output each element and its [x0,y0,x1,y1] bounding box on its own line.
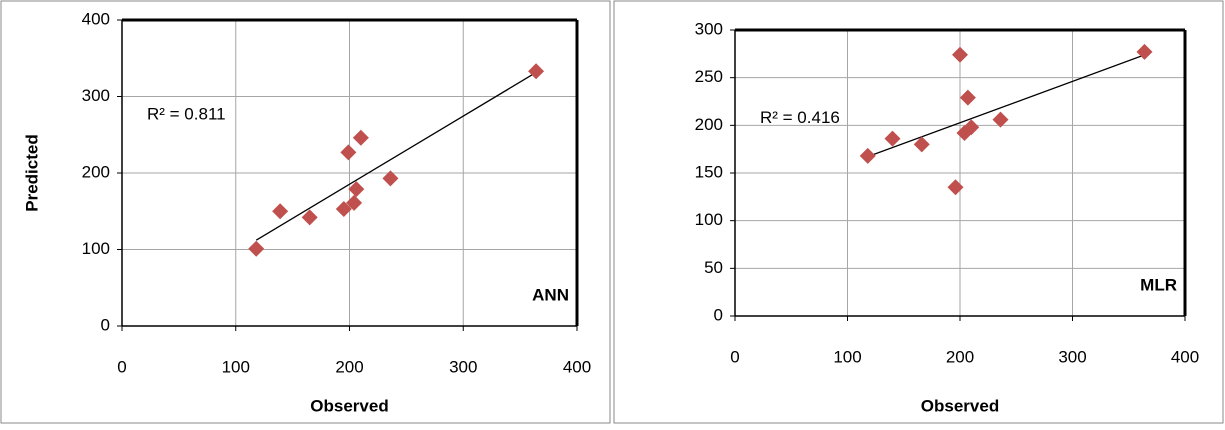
x-tick-label: 400 [1171,347,1199,366]
x-axis-title: Observed [921,396,999,415]
x-tick-label: 200 [335,357,363,376]
point [528,63,545,80]
y-tick-label: 200 [695,115,723,134]
point [272,203,289,220]
y-tick-label: 0 [714,305,723,324]
point [913,136,930,153]
y-tick-label: 250 [695,67,723,86]
y-axis-title: Predicted [22,134,41,211]
r-squared: R² = 0.416 [760,108,840,127]
point [382,170,399,187]
point [248,240,265,257]
point [952,46,968,63]
point [301,209,318,226]
x-tick-label: 300 [1058,347,1086,366]
panel-border [613,0,1224,424]
y-tick-label: 100 [82,239,110,258]
y-tick-label: 0 [101,315,110,334]
y-tick-label: 150 [695,162,723,181]
x-tick-label: 200 [946,347,974,366]
point [348,181,365,198]
point [346,194,363,211]
x-tick-label: 100 [833,347,861,366]
x-tick-label: 0 [117,357,126,376]
point [992,111,1009,128]
point [335,200,352,217]
x-tick-label: 0 [730,347,739,366]
trendline [255,71,537,241]
point [963,119,980,136]
point [340,144,357,161]
y-tick-label: 50 [704,258,723,277]
model-label: ANN [532,285,569,304]
y-tick-label: 300 [695,19,723,38]
point [947,179,964,196]
point [884,130,901,147]
point [859,147,876,164]
y-tick-label: 400 [82,9,110,28]
trendline [867,54,1145,158]
y-tick-label: 200 [82,162,110,181]
y-tick-label: 300 [82,86,110,105]
model-label: MLR [1140,275,1177,294]
y-tick-label: 100 [695,210,723,229]
r-squared: R² = 0.811 [147,104,226,123]
x-tick-label: 100 [222,357,250,376]
point [1136,43,1153,60]
point [959,89,976,106]
x-tick-label: 400 [563,357,591,376]
x-tick-label: 300 [449,357,477,376]
point [352,129,369,146]
x-axis-title: Observed [310,396,388,415]
panel-border [0,0,611,424]
